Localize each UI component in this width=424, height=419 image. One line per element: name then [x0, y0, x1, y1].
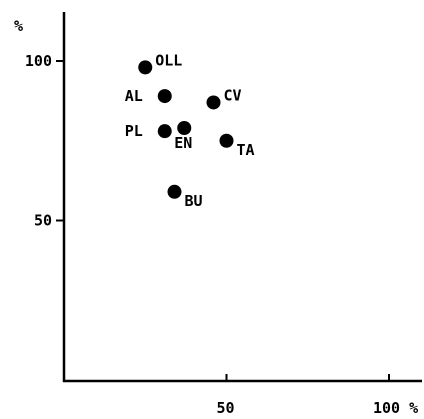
point-label-ta: TA	[237, 141, 255, 159]
x-tick-label: 50	[217, 399, 235, 417]
point-label-pl: PL	[125, 122, 143, 140]
point-label-oll: OLL	[155, 51, 182, 69]
data-point-ta	[219, 133, 234, 148]
data-point-oll	[138, 60, 153, 75]
data-point-al	[157, 89, 172, 104]
x-tick-label: 100 %	[373, 399, 418, 417]
data-point-en	[177, 120, 192, 135]
y-axis-unit-label: %	[14, 17, 23, 35]
ticks: 50 100 % 50 100	[25, 52, 418, 417]
y-tick-label: 50	[34, 212, 52, 230]
data-point-bu	[167, 184, 182, 199]
point-label-bu: BU	[185, 192, 203, 210]
point-label-al: AL	[125, 87, 143, 105]
data-points: OLL AL CV PL EN TA BU	[125, 51, 255, 209]
y-tick-label: 100	[25, 52, 52, 70]
axes: %	[14, 12, 422, 383]
point-label-cv: CV	[224, 86, 242, 104]
data-point-pl	[157, 124, 172, 139]
point-label-en: EN	[174, 134, 192, 152]
data-point-cv	[206, 95, 221, 110]
